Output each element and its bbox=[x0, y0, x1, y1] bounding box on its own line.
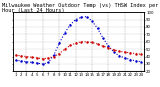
Text: Milwaukee Weather Outdoor Temp (vs) THSW Index per Hour (Last 24 Hours): Milwaukee Weather Outdoor Temp (vs) THSW… bbox=[2, 3, 158, 13]
